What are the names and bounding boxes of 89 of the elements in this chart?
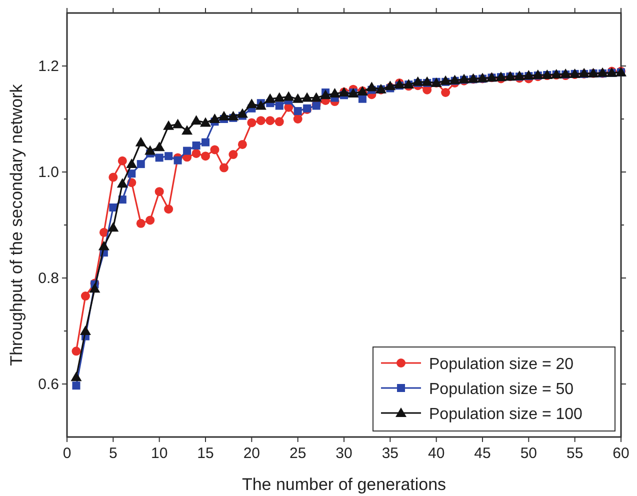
point [98,240,110,250]
point [128,170,136,178]
point [72,382,80,390]
point [256,116,266,126]
point [136,218,146,228]
point [302,92,313,102]
y-tick-label: 0.6 [38,376,59,393]
point [174,156,182,164]
point [135,136,146,146]
point [422,76,433,86]
point [294,107,302,116]
point [72,346,81,356]
point [108,172,118,182]
point [192,142,200,150]
point [236,108,248,118]
legend-label: Population size = 50 [429,381,574,398]
x-tick-label: 0 [62,445,72,462]
point [292,93,304,103]
point [264,93,276,103]
point [190,115,202,125]
point [154,187,164,196]
point [182,125,193,135]
point [219,163,228,172]
point [366,82,378,92]
point [266,116,275,126]
point [164,152,173,160]
point [210,145,220,154]
point [293,114,302,124]
point [228,110,239,120]
point [274,117,284,126]
point [209,114,220,123]
x-tick-label: 50 [520,445,538,462]
point [202,138,210,146]
point [164,204,174,214]
y-tick-label: 1.0 [38,164,59,181]
point [440,75,452,85]
x-tick-label: 40 [428,445,445,462]
point [310,92,322,102]
point [118,156,127,166]
point [200,117,211,127]
x-tick-label: 15 [197,445,214,462]
point [238,140,247,149]
point [192,148,201,158]
point [274,92,285,102]
point [136,160,145,168]
x-tick-label: 35 [382,445,399,462]
point [80,326,91,335]
y-axis-title: Throughput of the secondary network [7,84,26,366]
point [201,152,210,161]
point [275,102,284,110]
y-tick-label: 0.8 [38,270,59,287]
point [89,283,100,293]
point [228,150,238,160]
point [126,158,138,168]
x-axis-title: The number of generations [242,475,446,494]
point [283,91,294,101]
y-tick-label: 1.2 [38,58,59,75]
point [99,228,108,237]
point [144,145,156,155]
x-tick-label: 5 [108,445,118,462]
x-tick-label: 60 [612,445,630,462]
x-tick-label: 45 [474,445,491,462]
point [80,292,90,301]
point [108,222,119,232]
point [329,88,340,98]
x-tick-label: 10 [150,445,168,462]
x-tick-label: 20 [243,445,260,462]
point [246,98,258,108]
point [155,154,164,162]
point [146,216,155,225]
point [255,100,266,110]
point [218,110,230,120]
point [183,146,192,155]
point [172,118,184,128]
point [358,94,366,103]
x-tick-label: 30 [336,445,352,462]
point [320,90,332,100]
point [70,372,82,382]
point [163,120,174,130]
x-tick-label: 25 [289,445,306,462]
point [412,76,424,86]
x-tick-label: 55 [566,445,584,462]
point [109,204,118,212]
point [154,142,165,152]
legend-label: Population size = 20 [429,356,574,373]
point [116,178,128,188]
point [247,118,256,128]
point [441,88,450,97]
legend-label: Population size = 100 [429,406,583,423]
